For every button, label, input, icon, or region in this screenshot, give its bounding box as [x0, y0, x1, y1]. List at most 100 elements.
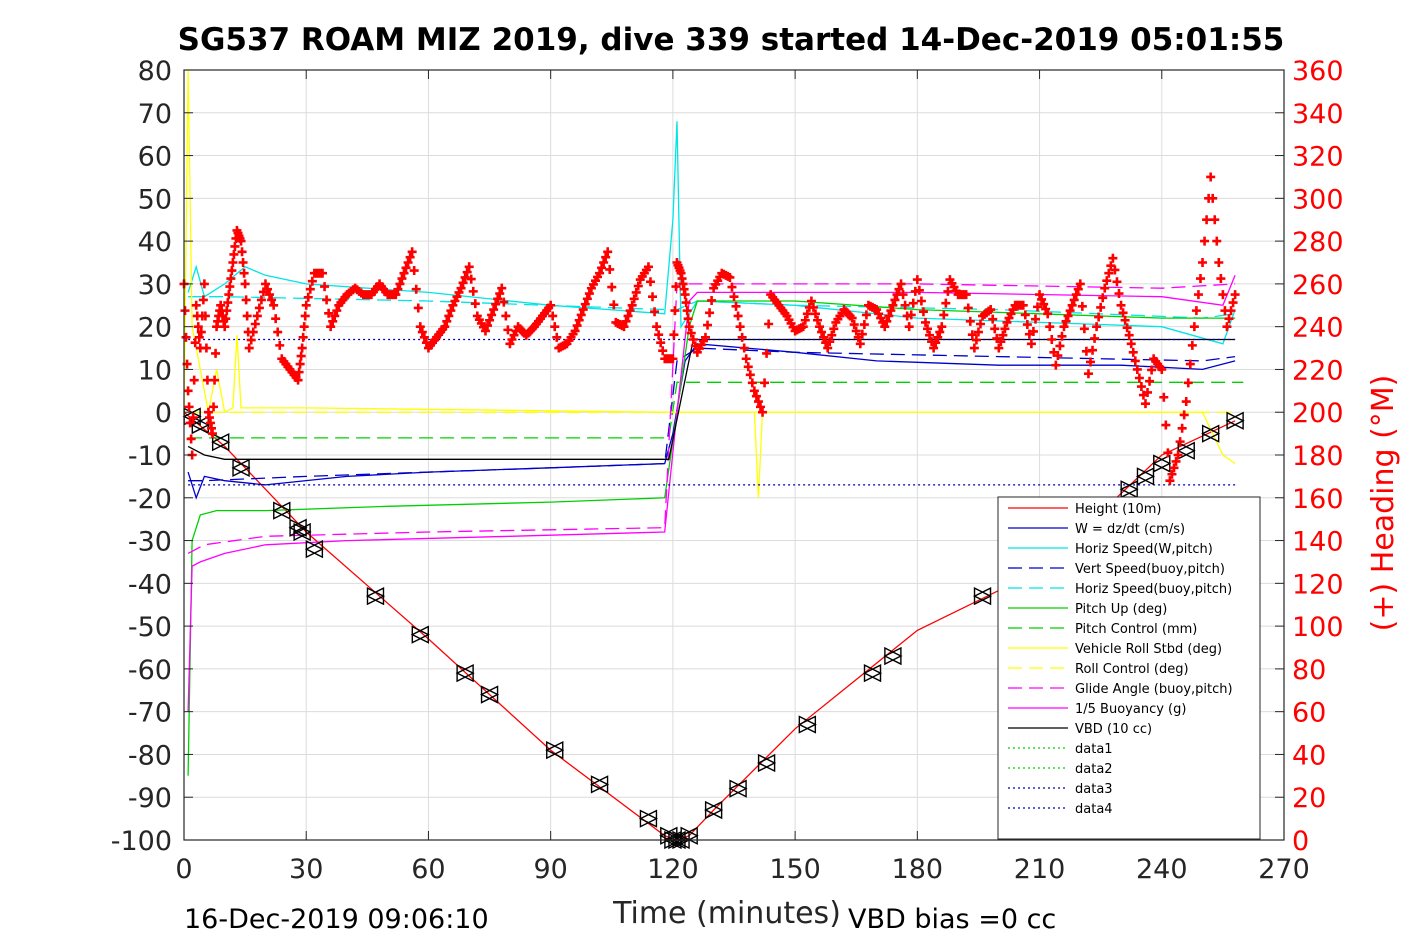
heading-marker	[703, 320, 713, 330]
heading-marker	[595, 268, 605, 278]
y2-tick-label: 280	[1292, 227, 1344, 258]
heading-marker	[725, 272, 735, 282]
heading-marker	[658, 346, 668, 356]
heading-marker	[1067, 300, 1077, 310]
x-tick-label: 270	[1258, 854, 1310, 885]
heading-marker	[223, 298, 233, 308]
heading-marker	[1216, 274, 1226, 284]
x-tick-label: 30	[289, 854, 323, 885]
depth-marker-right	[590, 775, 610, 794]
heading-marker	[324, 308, 334, 318]
heading-marker	[1069, 295, 1079, 305]
heading-marker	[407, 247, 417, 257]
heading-marker	[1214, 258, 1224, 267]
heading-marker	[912, 275, 922, 285]
legend-entry-2: Horiz Speed(W,pitch)	[1075, 542, 1213, 557]
heading-marker	[633, 281, 643, 291]
heading-marker	[1208, 193, 1218, 203]
y-tick-label: -40	[128, 569, 172, 600]
heading-marker	[894, 284, 904, 294]
y2-tick-label: 80	[1292, 655, 1326, 686]
heading-marker	[198, 295, 208, 305]
heading-marker	[627, 300, 637, 310]
heading-marker	[201, 343, 211, 353]
heading-marker	[888, 300, 898, 310]
depth-marker-left	[1119, 480, 1138, 499]
heading-marker	[929, 343, 939, 353]
heading-marker	[967, 330, 977, 340]
heading-marker	[395, 279, 405, 289]
y-tick-label: 80	[138, 56, 172, 87]
heading-marker	[294, 367, 304, 377]
y-tick-label: -60	[128, 655, 172, 686]
heading-marker	[1165, 476, 1175, 486]
heading-marker	[584, 289, 594, 299]
heading-marker	[1055, 341, 1065, 351]
heading-marker	[817, 327, 827, 337]
heading-marker	[1185, 359, 1195, 369]
heading-marker	[815, 322, 825, 332]
heading-marker	[1104, 268, 1114, 278]
depth-marker-right	[411, 625, 430, 644]
heading-marker	[332, 306, 342, 316]
heading-marker	[1175, 437, 1185, 447]
heading-marker	[230, 241, 240, 251]
x-tick-label: 90	[533, 854, 567, 885]
heading-marker	[880, 322, 890, 332]
depth-marker-right	[211, 433, 231, 452]
heading-marker	[1157, 364, 1167, 374]
heading-marker	[994, 343, 1004, 353]
heading-marker	[194, 332, 204, 342]
y-tick-label: 40	[138, 227, 172, 258]
heading-marker	[1039, 299, 1049, 309]
heading-marker	[224, 290, 234, 300]
heading-marker	[808, 302, 818, 312]
heading-marker	[188, 413, 198, 423]
heading-marker	[1130, 356, 1140, 366]
heading-marker	[925, 330, 935, 340]
depth-marker-right	[757, 753, 777, 773]
heading-marker	[1073, 284, 1083, 294]
x-tick-label: 150	[769, 854, 821, 885]
legend-entry-1: W = dz/dt (cm/s)	[1075, 522, 1185, 537]
heading-marker	[941, 298, 951, 308]
heading-marker	[1028, 326, 1038, 336]
heading-marker	[741, 354, 751, 364]
heading-marker	[263, 284, 273, 294]
heading-marker	[239, 268, 249, 278]
heading-marker	[1083, 369, 1093, 379]
y2-tick-label: 260	[1292, 270, 1344, 301]
heading-marker	[499, 297, 509, 307]
heading-marker	[965, 316, 975, 326]
heading-marker	[935, 327, 945, 337]
heading-marker	[918, 307, 928, 317]
heading-marker	[303, 292, 313, 302]
heading-marker	[208, 429, 218, 439]
heading-marker	[764, 319, 774, 329]
heading-marker	[810, 309, 820, 319]
heading-marker	[975, 319, 985, 329]
heading-marker	[229, 249, 239, 259]
heading-marker	[629, 294, 639, 304]
y2-tick-label: 160	[1292, 484, 1344, 515]
heading-marker	[1026, 339, 1036, 349]
heading-marker	[190, 338, 200, 348]
heading-marker	[267, 295, 277, 305]
heading-marker	[328, 316, 338, 326]
heading-marker	[458, 278, 468, 288]
heading-marker	[246, 335, 256, 345]
heading-marker	[330, 311, 340, 321]
y-tick-label: 20	[138, 313, 172, 344]
heading-marker	[971, 335, 981, 345]
heading-marker	[444, 311, 454, 321]
heading-marker	[446, 306, 456, 316]
depth-marker-right	[305, 539, 324, 559]
heading-marker	[248, 327, 258, 337]
y-tick-label: -30	[128, 527, 172, 558]
heading-marker	[680, 290, 690, 300]
heading-marker	[265, 290, 275, 300]
heading-marker	[1000, 324, 1010, 334]
heading-marker	[643, 262, 653, 272]
heading-marker	[301, 300, 311, 310]
depth-marker-right	[1226, 411, 1245, 430]
